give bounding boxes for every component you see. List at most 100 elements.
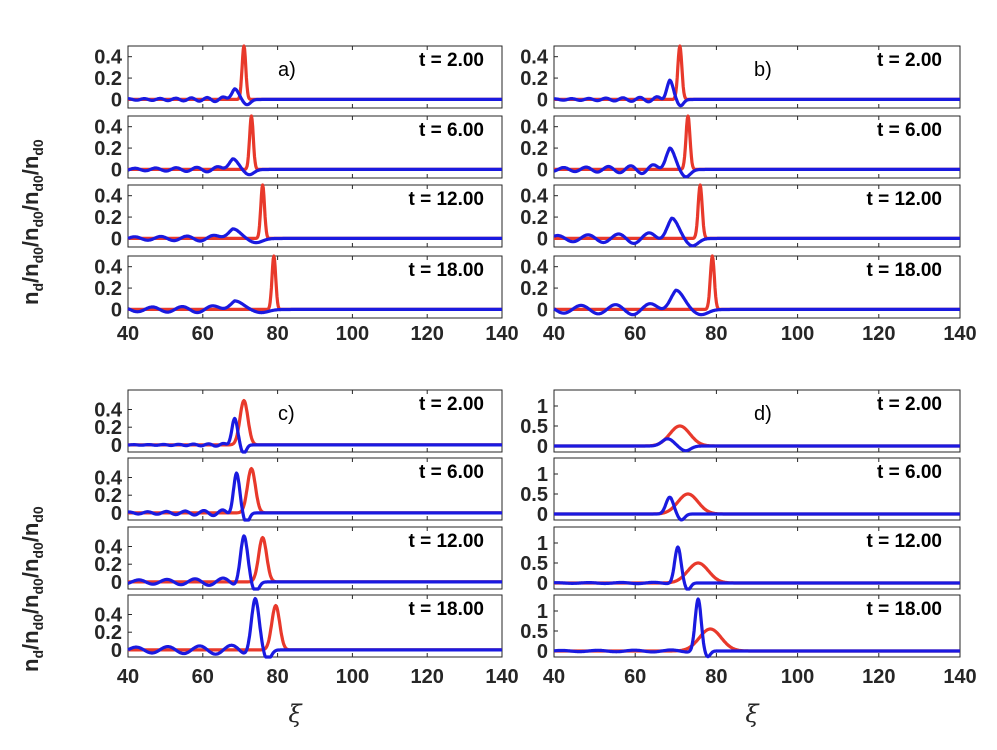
y-tick-label: 0.4 <box>94 399 123 421</box>
y-tick-label: 0 <box>537 228 548 250</box>
y-tick-label: 0.2 <box>94 278 122 300</box>
x-tick-label: 40 <box>543 323 565 345</box>
y-tick-label: 0.5 <box>520 621 548 643</box>
y-tick-label: 0.4 <box>94 604 123 626</box>
y-tick-label: 0.5 <box>520 416 548 438</box>
y-tick-label: 0.4 <box>520 186 549 208</box>
subplot-row: 00.20.4 t = 12.00 <box>94 183 503 250</box>
axes-box <box>553 389 961 453</box>
subplot-row: 00.20.4 t = 18.00 <box>94 594 503 662</box>
time-label: t = 2.00 <box>419 394 484 415</box>
y-tick-label: 0.2 <box>94 138 122 160</box>
series-line-blue <box>127 157 503 177</box>
series-line-blue <box>127 416 503 454</box>
x-tick-label: 40 <box>543 666 565 688</box>
time-label: t = 2.00 <box>419 50 484 71</box>
y-tick-label: 1 <box>537 396 548 418</box>
y-tick-label: 0 <box>537 573 548 595</box>
series-line-blue <box>553 437 961 453</box>
subplot-row: 00.51 t = 18.00 <box>520 594 961 663</box>
x-axis-label-left: ξ <box>288 700 303 728</box>
panel-label: c) <box>278 403 295 425</box>
x-tick-label: 100 <box>781 323 814 345</box>
y-tick-label: 0 <box>111 159 122 181</box>
y-tick-label: 0 <box>537 641 548 663</box>
y-tick-label: 0.2 <box>94 207 122 229</box>
x-tick-label: 100 <box>336 666 369 688</box>
y-tick-label: 0.2 <box>94 68 122 90</box>
series-line-blue <box>553 597 961 659</box>
axes-box <box>553 594 961 658</box>
y-tick-label: 0 <box>111 435 122 457</box>
time-label: t = 18.00 <box>866 599 942 620</box>
subplot-row: 00.20.4 t = 6.00 <box>520 114 961 181</box>
x-tick-label: 60 <box>192 666 214 688</box>
y-tick-label: 0 <box>111 503 122 525</box>
x-tick-label: 120 <box>411 666 444 688</box>
x-tick-label: 120 <box>411 323 444 345</box>
time-label: t = 6.00 <box>419 120 484 141</box>
panel-label: a) <box>278 59 296 81</box>
x-tick-label: 40 <box>117 666 139 688</box>
subplot-row: 00.51 t = 6.00 <box>520 457 961 526</box>
series-line-blue <box>553 545 961 591</box>
y-tick-label: 0.4 <box>94 467 123 489</box>
x-tick-label: 40 <box>117 323 139 345</box>
x-tick-label: 140 <box>943 666 976 688</box>
y-tick-label: 0 <box>537 436 548 458</box>
y-tick-label: 0.2 <box>94 485 122 507</box>
x-tick-label: 60 <box>192 323 214 345</box>
y-tick-label: 1 <box>537 464 548 486</box>
x-axis-label-right: ξ <box>745 700 760 728</box>
y-tick-label: 0 <box>111 89 122 111</box>
y-tick-label: 0.2 <box>94 622 122 644</box>
axes-box <box>127 255 503 319</box>
axes-box <box>127 389 503 453</box>
y-tick-label: 1 <box>537 601 548 623</box>
y-tick-label: 0 <box>111 228 122 250</box>
y-tick-label: 0.4 <box>94 186 123 208</box>
time-label: t = 12.00 <box>866 531 942 552</box>
axes-box <box>127 115 503 179</box>
y-tick-label: 0.4 <box>520 117 549 139</box>
series-line-blue <box>553 146 961 179</box>
y-axis-label-bottom: nd/nd0/nd0/nd0/nd0 <box>18 506 46 672</box>
y-tick-label: 0 <box>537 504 548 526</box>
y-tick-label: 0.4 <box>520 257 549 279</box>
subplot-row: 00.20.4 t = 18.00 <box>520 254 961 321</box>
axes-box <box>553 184 961 248</box>
x-tick-label: 120 <box>862 323 895 345</box>
x-tick-label: 80 <box>705 323 727 345</box>
y-tick-label: 0.2 <box>520 138 548 160</box>
y-tick-label: 0.4 <box>520 47 549 69</box>
time-label: t = 18.00 <box>408 599 484 620</box>
series-line-blue <box>127 534 503 591</box>
time-label: t = 6.00 <box>877 462 942 483</box>
time-label: t = 18.00 <box>866 260 942 281</box>
time-label: t = 6.00 <box>877 120 942 141</box>
subplot-row: 00.20.4 t = 6.00 <box>94 457 503 525</box>
axes-box <box>127 457 503 521</box>
y-tick-label: 0.4 <box>94 117 123 139</box>
x-tick-label: 60 <box>624 323 646 345</box>
subplot-row: 00.51 t = 2.00 d) <box>520 389 961 458</box>
time-label: t = 2.00 <box>877 50 942 71</box>
y-tick-label: 0 <box>537 89 548 111</box>
y-tick-label: 0.2 <box>520 68 548 90</box>
y-tick-label: 0 <box>111 640 122 662</box>
x-tick-label: 80 <box>266 666 288 688</box>
y-tick-label: 0.4 <box>94 47 123 69</box>
series-line-blue <box>127 471 503 522</box>
y-tick-label: 0.2 <box>520 278 548 300</box>
y-tick-label: 0.4 <box>94 536 123 558</box>
y-tick-label: 0 <box>537 159 548 181</box>
x-tick-label: 100 <box>336 323 369 345</box>
subplot-row: 00.20.4 t = 2.00 c) <box>94 389 503 457</box>
series-line-blue <box>553 216 961 248</box>
y-tick-label: 0.2 <box>94 554 122 576</box>
y-tick-label: 0 <box>111 299 122 321</box>
